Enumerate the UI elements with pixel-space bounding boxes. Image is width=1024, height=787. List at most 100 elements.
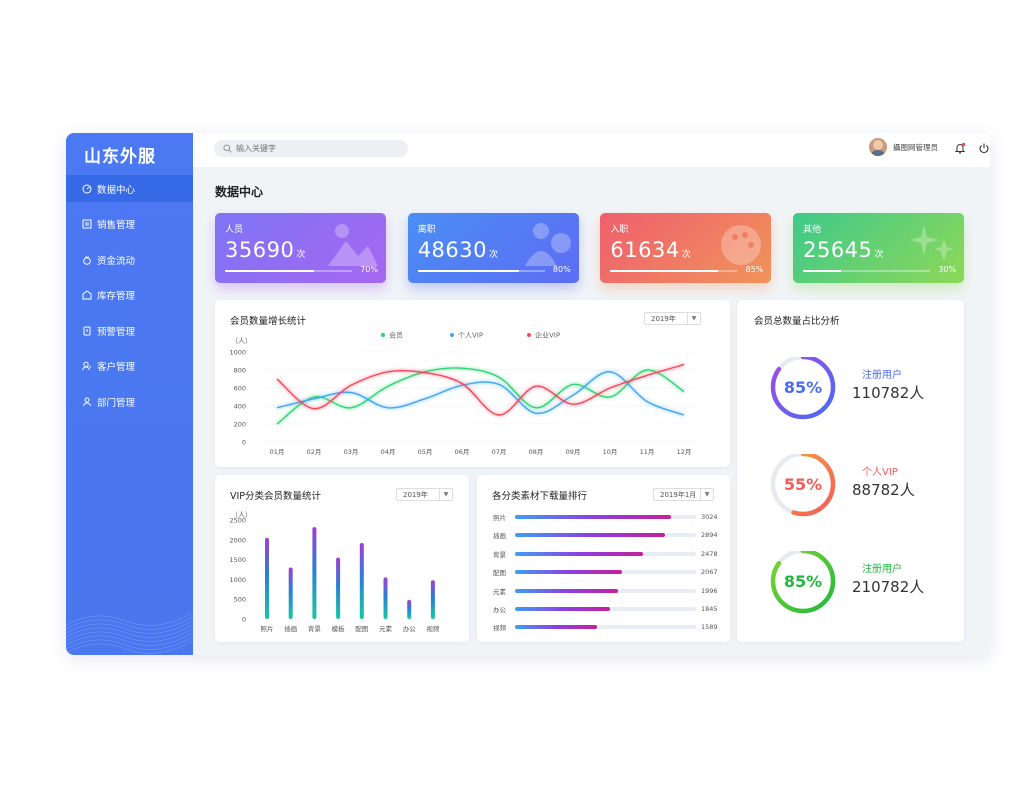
stat-card[interactable]: 离职 48630 次 80% xyxy=(407,213,579,283)
user-name[interactable]: 攝图网管理员 xyxy=(893,142,938,152)
sales-icon xyxy=(82,219,92,229)
ring-chart xyxy=(770,357,836,420)
series-line-1[interactable] xyxy=(276,371,685,416)
bar-7[interactable] xyxy=(430,580,435,619)
line-chart: （人） 0 200 400 600 800 1000 01月 02月 03月 04月 05月 06月 07… xyxy=(229,331,697,456)
month-select[interactable]: 2019年1月 ▼ xyxy=(653,488,714,501)
ring-count: 110782人 xyxy=(852,384,925,402)
rank-fill xyxy=(515,515,672,519)
legend-label: 会员 xyxy=(389,331,403,340)
rank-value: 3024 xyxy=(701,513,718,521)
rank-row[interactable]: 元素 1996 xyxy=(493,585,725,597)
sidebar-item-label: 数据中心 xyxy=(97,184,136,196)
rank-track xyxy=(515,551,696,556)
stat-number: 61634 xyxy=(610,238,680,262)
ring-item[interactable]: 85% 注册用户 210782人 xyxy=(737,551,964,623)
x-tick-label: 模板 xyxy=(332,624,346,633)
ring-count: 210782人 xyxy=(852,578,925,596)
ring-item[interactable]: 85% 注册用户 110782人 xyxy=(737,357,964,429)
stat-value: 61634 次 xyxy=(610,238,691,262)
sidebar-item-0[interactable]: 数据中心 xyxy=(66,175,193,202)
bar-5[interactable] xyxy=(383,577,388,619)
ring-percent: 85% xyxy=(783,378,823,397)
year-select[interactable]: 2019年 ▼ xyxy=(644,312,701,325)
sidebar-item-4[interactable]: 预警管理 xyxy=(66,317,193,344)
sidebar-item-3[interactable]: 库存管理 xyxy=(66,282,193,309)
stat-progress xyxy=(803,270,931,272)
avatar[interactable] xyxy=(869,138,887,156)
bar-4[interactable] xyxy=(359,542,364,619)
stat-progress xyxy=(417,270,545,272)
rank-fill xyxy=(515,625,598,630)
sidebar-item-5[interactable]: 客户管理 xyxy=(66,353,193,380)
rank-label: 办公 xyxy=(493,606,506,614)
department-icon xyxy=(83,397,91,406)
rank-label: 背景 xyxy=(493,550,506,559)
legend-marker xyxy=(450,333,454,337)
panel-title: 会员总数量占比分析 xyxy=(754,316,840,327)
bar-1[interactable] xyxy=(288,567,293,619)
power-icon[interactable] xyxy=(978,142,990,154)
x-tick-label: 08月 xyxy=(529,448,544,456)
card-illustration-icon xyxy=(721,225,762,265)
y-tick-label: 800 xyxy=(234,367,246,375)
search-icon xyxy=(223,144,232,153)
stat-card[interactable]: 其他 25645 次 30% xyxy=(793,213,965,283)
rank-fill xyxy=(515,551,644,556)
chevron-down-icon: ▼ xyxy=(687,313,700,324)
y-tick-label: 2000 xyxy=(229,536,246,544)
rank-row[interactable]: 照片 3024 xyxy=(493,511,725,523)
rank-row[interactable]: 办公 1845 xyxy=(493,603,725,615)
y-tick-label: 1500 xyxy=(229,556,246,564)
x-tick-label: 10月 xyxy=(603,448,618,456)
ring-percent: 55% xyxy=(783,475,823,494)
rank-value: 2478 xyxy=(701,549,718,558)
rank-row[interactable]: 插画 2894 xyxy=(493,529,725,541)
bar-2[interactable] xyxy=(312,527,317,619)
ring-label: 个人VIP xyxy=(862,467,898,478)
rank-label: 插画 xyxy=(493,532,506,541)
rank-value: 1996 xyxy=(701,586,718,595)
rank-row[interactable]: 背景 2478 xyxy=(493,548,725,560)
stat-unit: 次 xyxy=(874,250,884,260)
bell-icon[interactable] xyxy=(954,142,966,154)
stat-value: 25645 次 xyxy=(803,238,884,262)
search-input[interactable] xyxy=(236,144,386,153)
rank-panel: 各分类素材下载量排行 2019年1月 ▼ 照片 3024 插画 2894 背景 2478 配… xyxy=(477,475,730,642)
sidebar-item-2[interactable]: 资金流动 xyxy=(66,246,193,273)
sidebar-item-label: 销售管理 xyxy=(97,220,136,231)
panel-title: 各分类素材下载量排行 xyxy=(492,491,588,502)
rank-row[interactable]: 配图 2067 xyxy=(493,566,725,578)
search-box[interactable] xyxy=(214,140,408,157)
year-select-value: 2019年 xyxy=(651,314,676,323)
month-select-value: 2019年1月 xyxy=(660,490,697,499)
user-menu[interactable]: 攝图网管理员 xyxy=(869,138,938,156)
sidebar-item-1[interactable]: 销售管理 xyxy=(66,211,193,238)
sidebar-item-label: 客户管理 xyxy=(97,362,136,373)
warehouse-icon xyxy=(82,290,92,300)
rank-label: 元素 xyxy=(493,587,506,596)
legend-marker xyxy=(381,333,385,337)
rank-row[interactable]: 视频 1589 xyxy=(493,621,725,633)
vip-bar-chart: （人） 0 500 1000 1500 2000 2500 照片 插画 背景 模板 配图 元素 办公 视频 xyxy=(229,511,439,633)
stat-percent: 70% xyxy=(360,265,378,274)
sidebar: 山东外服 数据中心 销售管理 资金流动 库存管理 预警管理 客户管理 部门管理 xyxy=(66,133,193,655)
ring-item[interactable]: 55% 个人VIP 88782人 xyxy=(737,454,964,526)
y-unit-label: （人） xyxy=(231,337,252,345)
year-select[interactable]: 2019年 ▼ xyxy=(396,488,453,501)
stat-percent: 85% xyxy=(745,265,764,274)
series-line-0[interactable] xyxy=(276,367,685,425)
bar-0[interactable] xyxy=(265,537,269,619)
stat-card[interactable]: 人员 35690 次 70% xyxy=(215,213,386,283)
sidebar-item-6[interactable]: 部门管理 xyxy=(66,388,193,415)
dashboard-icon xyxy=(82,184,92,193)
stat-card[interactable]: 入职 61634 次 85% xyxy=(600,213,772,283)
bar-3[interactable] xyxy=(336,557,341,619)
series-line-2[interactable] xyxy=(276,363,685,416)
rank-track xyxy=(515,515,696,519)
rank-track xyxy=(515,533,696,538)
card-illustration-icon xyxy=(328,224,378,266)
x-tick-label: 09月 xyxy=(566,448,581,456)
bar-6[interactable] xyxy=(407,599,412,619)
